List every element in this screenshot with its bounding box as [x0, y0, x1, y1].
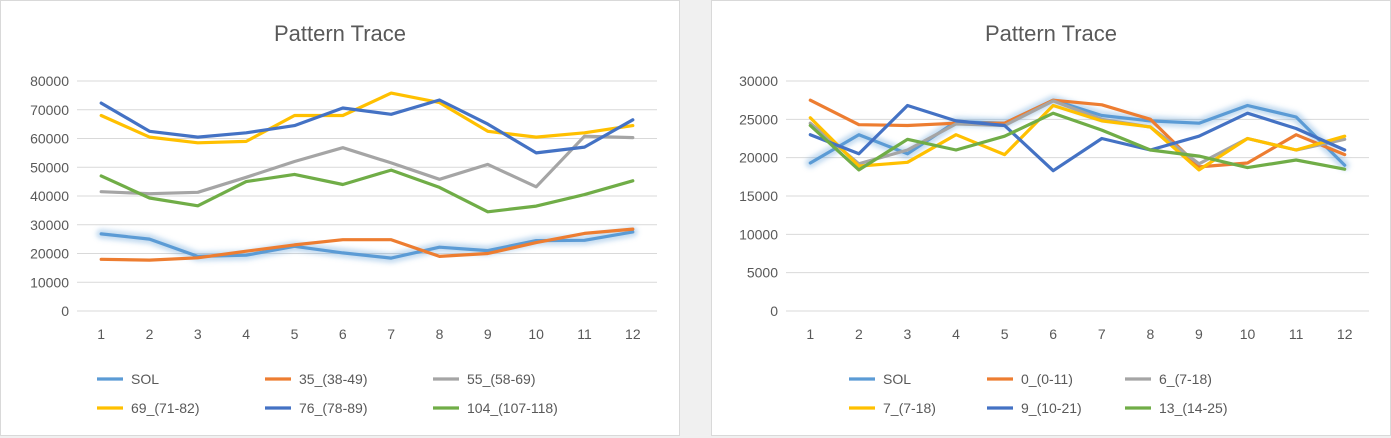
y-tick-label: 20000 [739, 150, 778, 166]
x-tick-label: 9 [1195, 326, 1203, 342]
series-line-sol [808, 98, 1347, 167]
legend-label: 55_(58-69) [467, 371, 536, 387]
legend-label: 35_(38-49) [299, 371, 368, 387]
legend-label: 9_(10-21) [1021, 400, 1082, 416]
x-tick-label: 5 [1001, 326, 1009, 342]
x-tick-label: 12 [1337, 326, 1353, 342]
y-tick-label: 70000 [30, 102, 69, 118]
series-line-76-78-89- [99, 98, 635, 155]
y-tick-label: 10000 [30, 274, 69, 290]
x-tick-label: 3 [904, 326, 912, 342]
x-tick-label: 7 [1098, 326, 1106, 342]
x-tick-label: 4 [242, 326, 250, 342]
x-tick-label: 5 [291, 326, 299, 342]
legend-label: 104_(107-118) [467, 400, 558, 416]
y-tick-label: 50000 [30, 159, 69, 175]
series-line-7-7-18- [808, 103, 1347, 172]
chart-panel-left: Pattern Trace 0 10000 20000 30000 40000 50000… [0, 0, 680, 436]
series-line-13-14-25- [808, 111, 1347, 172]
x-tick-label: 11 [577, 326, 592, 342]
chart-title: Pattern Trace [984, 21, 1118, 46]
x-tick-label: 6 [339, 326, 347, 342]
y-tick-label: 80000 [30, 73, 69, 89]
y-tick-label: 5000 [747, 265, 778, 281]
x-tick-label: 11 [1289, 326, 1304, 342]
y-tick-label: 30000 [739, 73, 778, 89]
series-line-9-10-21- [808, 103, 1347, 173]
legend-label: SOL [883, 371, 911, 387]
legend-label: 7_(7-18) [883, 400, 936, 416]
y-tick-label: 0 [770, 303, 778, 319]
legend-label: 6_(7-18) [1159, 371, 1212, 387]
series-line-35-38-49- [99, 227, 635, 262]
y-tick-label: 15000 [739, 188, 778, 204]
x-tick-label: 8 [1146, 326, 1154, 342]
x-tick-label: 10 [1240, 326, 1256, 342]
y-tick-label: 30000 [30, 217, 69, 233]
x-tick-label: 10 [528, 326, 544, 342]
chart-title: Pattern Trace [273, 21, 407, 46]
series-line-0-0-11- [808, 98, 1347, 169]
legend-label: 76_(78-89) [299, 400, 368, 416]
line-chart-left: 0 10000 20000 30000 40000 50000 60000 70000 8000… [30, 73, 657, 416]
legend-label: 69_(71-82) [131, 400, 200, 416]
y-tick-label: 25000 [739, 111, 778, 127]
x-tick-label: 6 [1049, 326, 1057, 342]
x-tick-label: 1 [806, 326, 814, 342]
y-tick-label: 0 [61, 303, 69, 319]
series-line-69-71-82- [99, 91, 635, 145]
y-tick-label: 10000 [739, 226, 778, 242]
x-tick-label: 1 [97, 326, 105, 342]
y-tick-label: 40000 [30, 188, 69, 204]
legend-label: 13_(14-25) [1159, 400, 1228, 416]
x-tick-label: 12 [625, 326, 641, 342]
y-tick-label: 20000 [30, 246, 69, 262]
x-tick-label: 7 [387, 326, 395, 342]
series-line-55-58-69- [99, 134, 635, 196]
y-tick-label: 60000 [30, 131, 69, 147]
x-tick-label: 9 [484, 326, 492, 342]
series-line-104-107-118- [99, 168, 635, 214]
x-tick-label: 2 [855, 326, 863, 342]
legend-label: SOL [131, 371, 159, 387]
x-tick-label: 8 [436, 326, 444, 342]
x-tick-label: 2 [146, 326, 154, 342]
x-tick-label: 3 [194, 326, 202, 342]
x-tick-label: 4 [952, 326, 960, 342]
chart-panel-right: Pattern Trace 0 5000 10000 15000 20000 25000 3… [711, 0, 1391, 436]
legend-label: 0_(0-11) [1021, 371, 1073, 387]
